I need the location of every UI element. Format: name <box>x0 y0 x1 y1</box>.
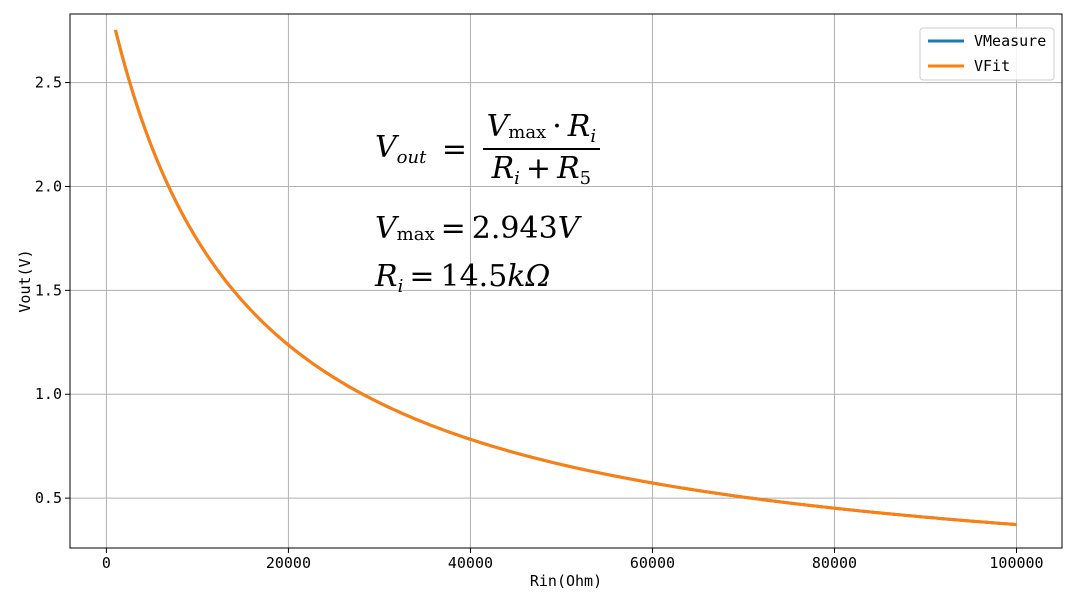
y-tick-label: 1.5 <box>35 281 62 299</box>
x-tick-label: 20000 <box>266 554 311 572</box>
x-tick-label: 80000 <box>812 554 857 572</box>
formula-numerator: Vmax · Ri <box>482 112 601 150</box>
legend-label: VMeasure <box>974 32 1046 50</box>
y-axis-label: Vout(V) <box>16 249 34 312</box>
grid-lines <box>70 14 1062 548</box>
legend: VMeasure VFit <box>919 27 1055 81</box>
series-layer <box>114 29 1017 527</box>
formula-denominator: Ri + R5 <box>491 151 592 189</box>
y-tick-label: 1.0 <box>35 385 62 403</box>
legend-label: VFit <box>974 57 1010 75</box>
x-tick-label: 40000 <box>448 554 493 572</box>
x-tick-label: 100000 <box>989 554 1043 572</box>
formula-vmax: Vmax = 2.943V <box>375 211 580 246</box>
axis-ticks: 0 20000 40000 60000 80000 100000 0.5 1.0 1.5 2.0 2… <box>35 74 1044 572</box>
y-tick-label: 0.5 <box>35 489 62 507</box>
series-line-vmeasure <box>114 29 1017 527</box>
y-tick-label: 2.0 <box>35 177 62 195</box>
x-axis-label: Rin(Ohm) <box>530 572 602 590</box>
x-tick-label: 60000 <box>630 554 675 572</box>
plot-frame <box>69 13 1063 549</box>
formula-vout: Vout = Vmax · Ri Ri + R5 <box>375 112 601 189</box>
formula-ri: Ri = 14.5kΩ <box>375 259 551 297</box>
x-tick-label: 0 <box>102 554 111 572</box>
series-line-vfit <box>114 29 1017 527</box>
y-tick-label: 2.5 <box>35 74 62 92</box>
formula-fraction: Vmax · Ri Ri + R5 <box>482 112 601 189</box>
